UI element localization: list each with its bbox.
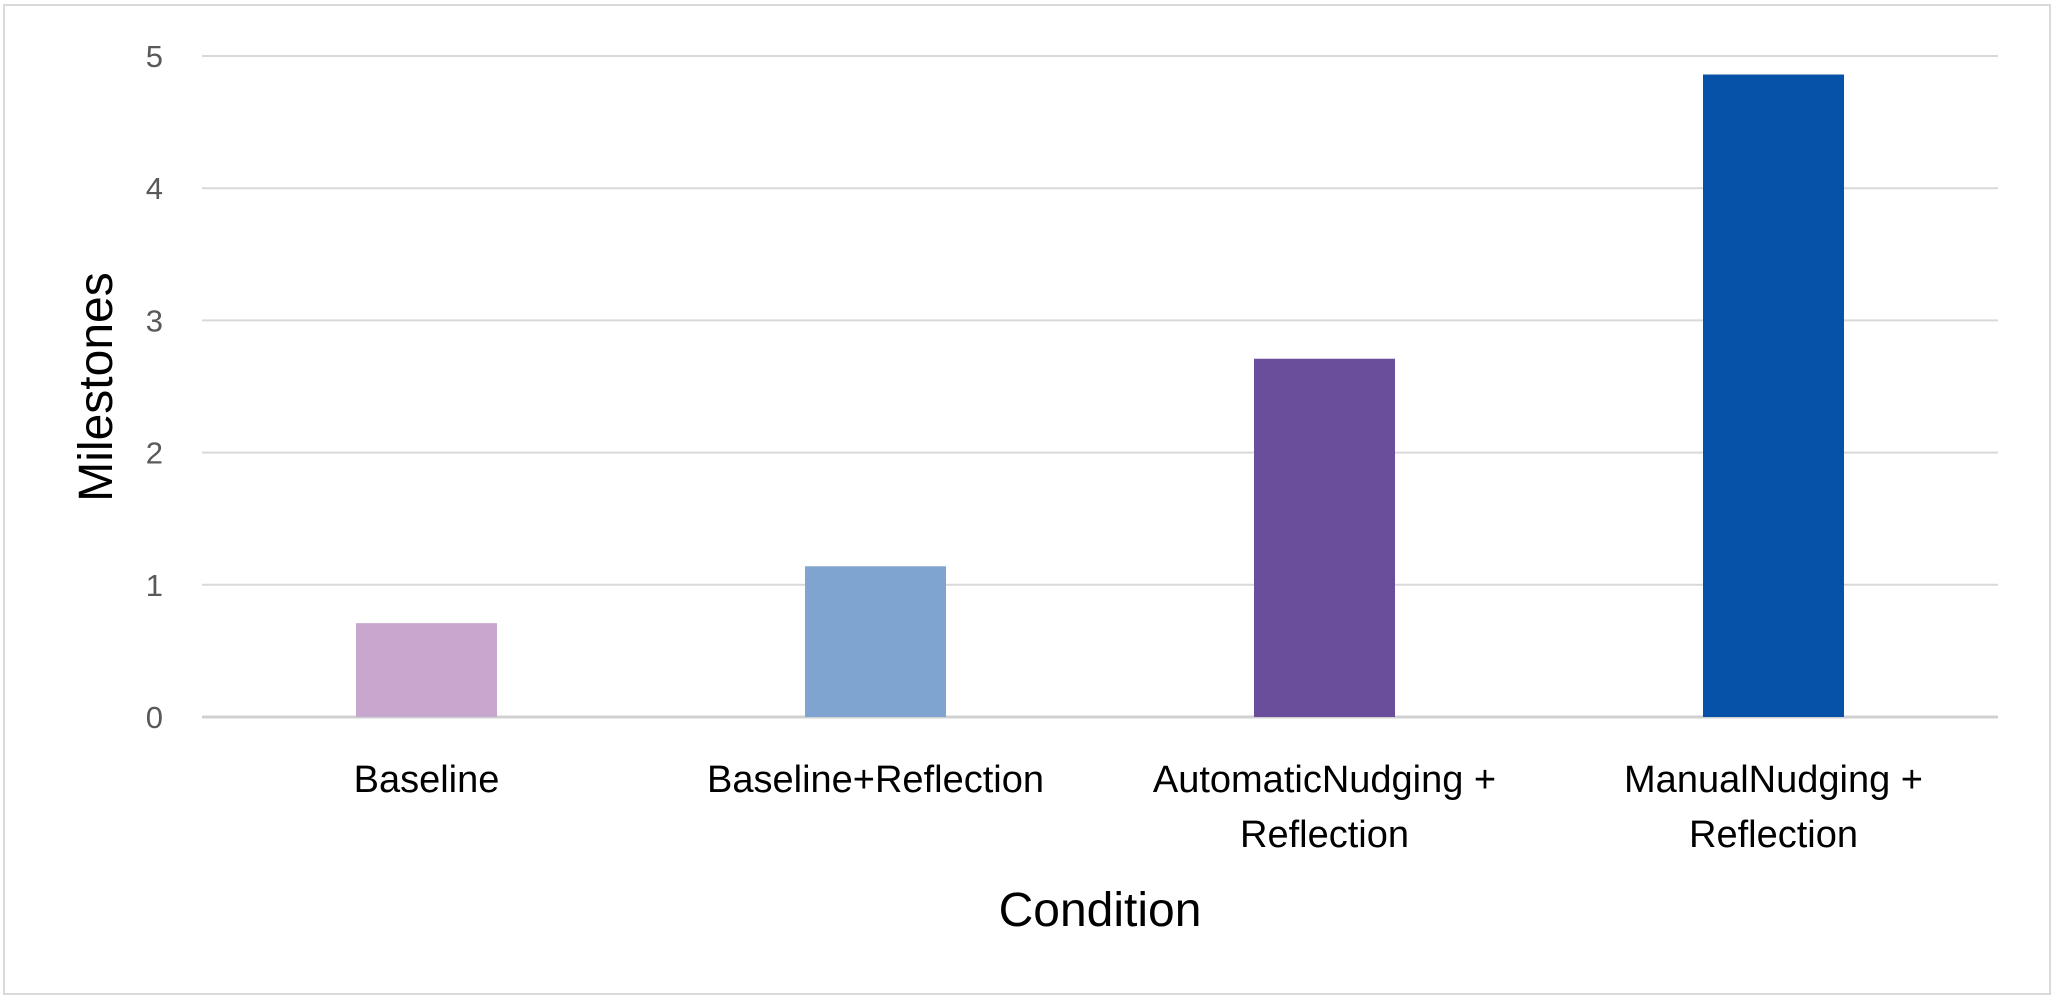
y-tick-label: 0 (146, 700, 163, 735)
x-tick-label-line: Reflection (1689, 814, 1858, 856)
bar (356, 623, 497, 717)
chart-frame: 0 1 2 3 4 5 Baseline Baseline+Reflection Automa… (3, 4, 2051, 995)
x-axis-categories: Baseline Baseline+Reflection AutomaticNudg… (354, 759, 1923, 856)
x-tick-label-line: ManualNudging + (1624, 759, 1923, 801)
y-tick-label: 2 (146, 436, 163, 471)
gridlines (202, 55, 1998, 719)
x-tick-label-line: Baseline (354, 759, 500, 801)
bar (1703, 74, 1844, 718)
x-tick-label: ManualNudging + Reflection (1624, 759, 1923, 856)
x-tick-label: Baseline (354, 759, 500, 801)
y-tick-label: 4 (146, 171, 163, 206)
y-tick-label: 1 (146, 568, 163, 603)
x-tick-label-line: AutomaticNudging + (1153, 759, 1496, 801)
x-tick-label: AutomaticNudging + Reflection (1153, 759, 1496, 856)
y-tick-label: 5 (146, 39, 163, 74)
y-axis-ticks: 0 1 2 3 4 5 (146, 39, 163, 735)
y-tick-label: 3 (146, 303, 163, 338)
x-tick-label: Baseline+Reflection (707, 759, 1044, 801)
bar-chart: 0 1 2 3 4 5 Baseline Baseline+Reflection Automa… (70, 39, 1998, 937)
x-tick-label-line: Reflection (1240, 814, 1409, 856)
x-axis-title: Condition (999, 884, 1202, 937)
x-tick-label-line: Baseline+Reflection (707, 759, 1044, 801)
bar (805, 566, 946, 717)
y-axis-title: Milestones (70, 272, 123, 501)
bars (356, 74, 1844, 718)
bar (1254, 358, 1395, 717)
